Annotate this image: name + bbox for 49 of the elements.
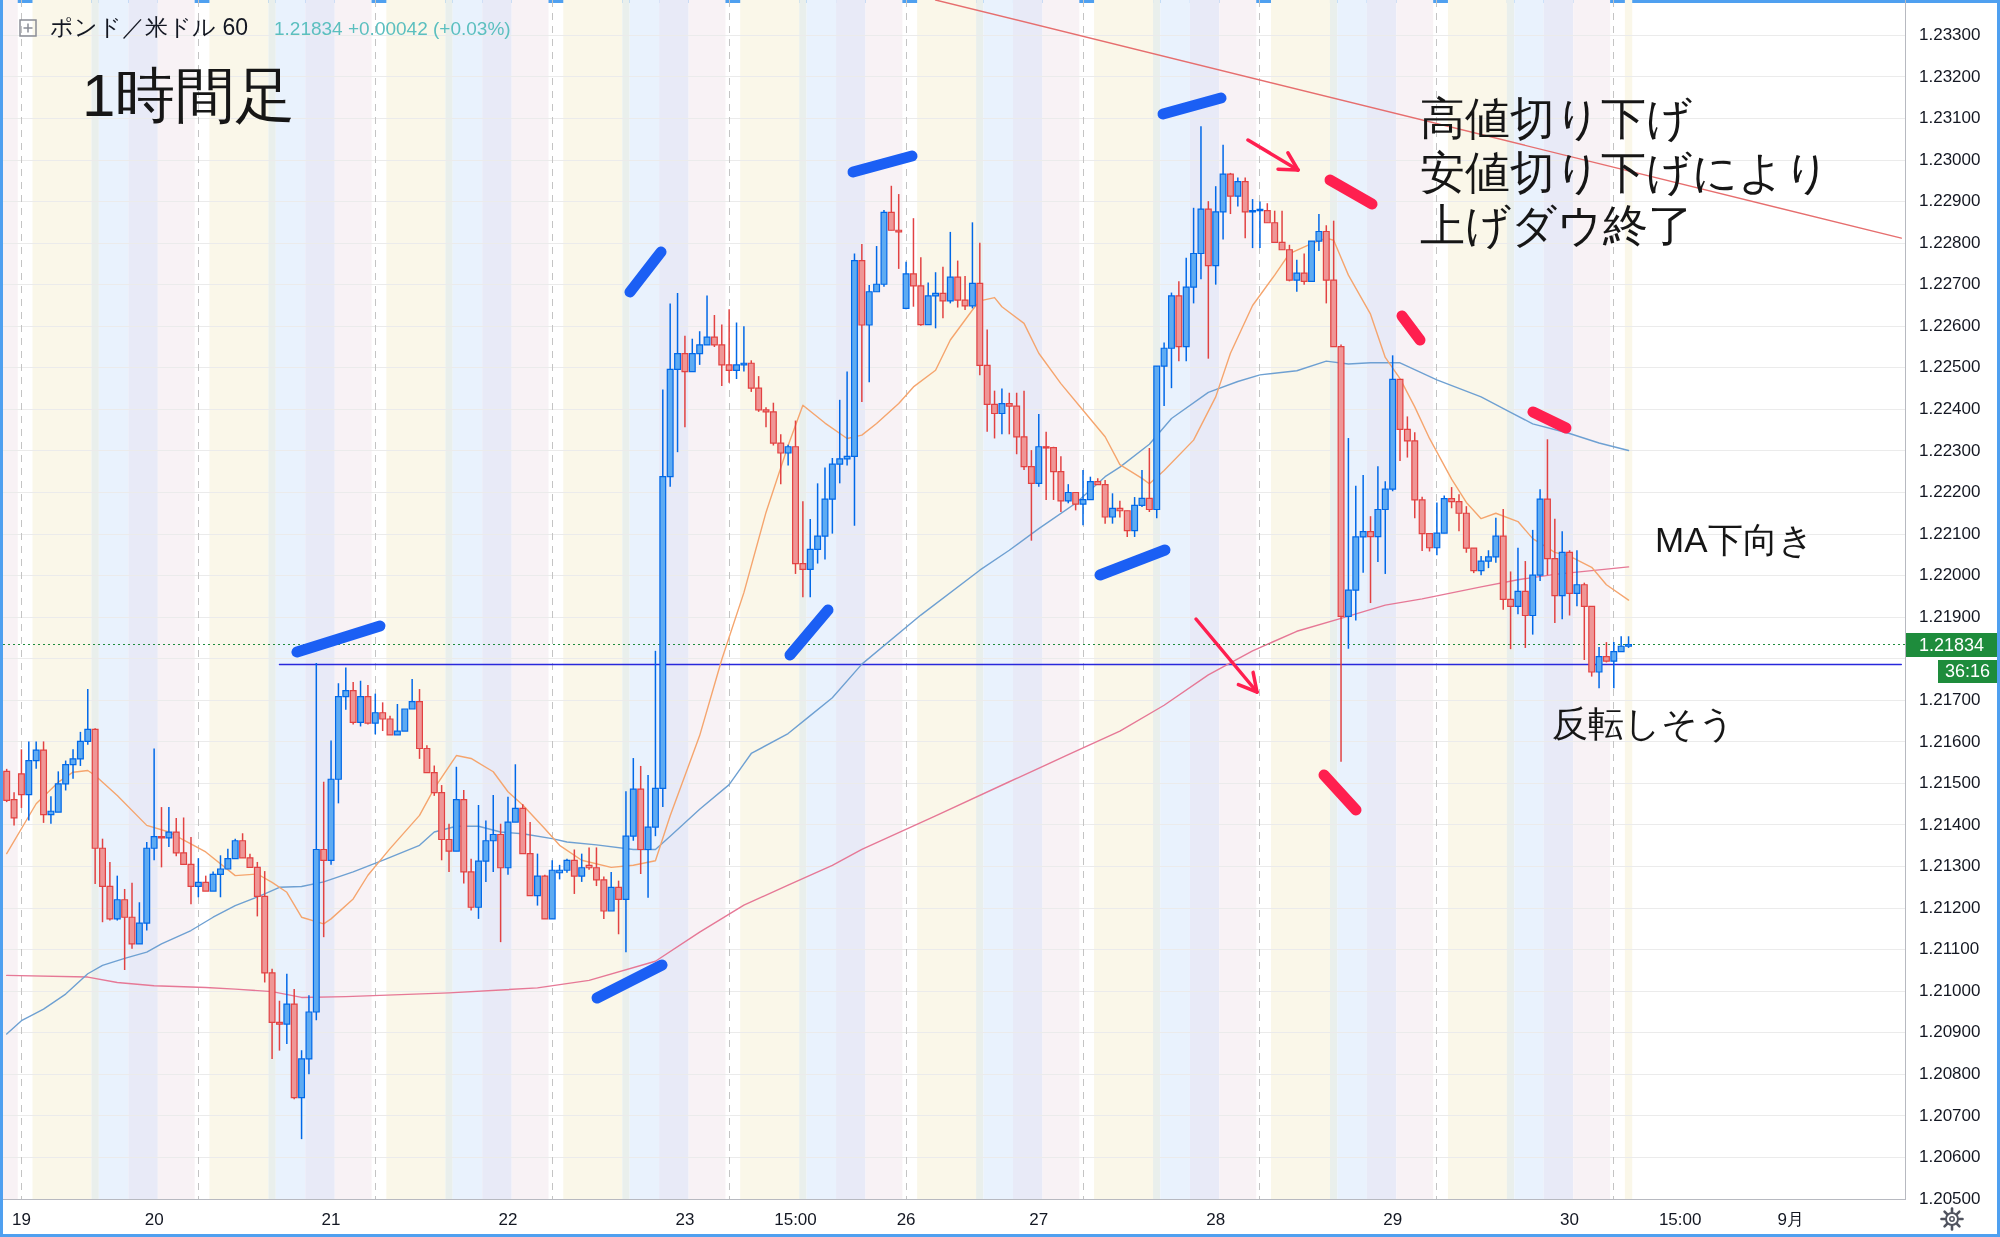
x-tick-label: 19	[11, 1209, 31, 1229]
y-tick-label: 1.20500	[1919, 1188, 1981, 1208]
y-tick-label: 1.20700	[1919, 1105, 1981, 1125]
annotation: 1時間足	[82, 62, 296, 129]
y-tick-label: 1.21600	[1919, 731, 1981, 751]
y-tick-label: 1.22500	[1919, 357, 1981, 377]
text: ポンド／米ドル 60	[50, 14, 248, 40]
x-tick-label: 15:00	[774, 1209, 817, 1229]
y-tick-label: 1.22100	[1919, 523, 1981, 543]
x-tick-label: 23	[675, 1209, 695, 1229]
y-tick-label: 1.21100	[1919, 939, 1980, 959]
y-tick-label: 1.21400	[1919, 814, 1981, 834]
y-tick-label: 1.21000	[1919, 980, 1981, 1000]
y-tick-label: 1.23000	[1919, 149, 1981, 169]
y-tick-label: 1.21300	[1919, 856, 1981, 876]
y-tick-label: 1.20900	[1919, 1022, 1981, 1042]
x-tick-label: 21	[321, 1209, 341, 1229]
annotation: MA下向き	[1655, 520, 1814, 559]
x-tick-label: 9月	[1777, 1209, 1804, 1229]
y-tick-label: 1.21700	[1919, 689, 1981, 709]
x-tick-label: 28	[1206, 1209, 1226, 1229]
y-tick-label: 1.22600	[1919, 315, 1981, 335]
x-tick-label: 22	[498, 1209, 518, 1229]
x-tick-label: 30	[1560, 1209, 1580, 1229]
text: 36:16	[1937, 659, 1997, 683]
x-tick-label: 27	[1029, 1209, 1049, 1229]
y-tick-label: 1.22400	[1919, 399, 1981, 419]
annotation: 上げダウ終了	[1420, 200, 1693, 251]
y-tick-label: 1.22000	[1919, 565, 1981, 585]
y-tick-label: 1.22700	[1919, 274, 1981, 294]
y-tick-label: 1.21900	[1919, 606, 1981, 626]
y-tick-label: 1.22200	[1919, 482, 1981, 502]
y-tick-label: 1.23100	[1919, 108, 1981, 128]
y-tick-label: 1.23200	[1919, 66, 1981, 86]
x-tick-label: 29	[1383, 1209, 1403, 1229]
y-tick-label: 1.22800	[1919, 232, 1981, 252]
y-tick-label: 1.21200	[1919, 897, 1981, 917]
annotation: 反転しそう	[1552, 703, 1735, 744]
text: 1.21834 +0.00042 (+0.03%)	[273, 18, 511, 39]
y-tick-label: 1.22900	[1919, 191, 1981, 211]
x-tick-label: 20	[144, 1209, 164, 1229]
x-tick-label: 26	[896, 1209, 916, 1229]
x-tick-label: 15:00	[1658, 1209, 1702, 1229]
y-tick-label: 1.20600	[1919, 1147, 1981, 1167]
y-tick-label: 1.20800	[1919, 1064, 1981, 1084]
y-tick-label: 1.23300	[1919, 25, 1981, 45]
ref-line-label: 1.21834	[1906, 632, 1997, 657]
y-tick-label: 1.21500	[1919, 773, 1981, 793]
y-tick-label: 1.22300	[1919, 440, 1981, 460]
